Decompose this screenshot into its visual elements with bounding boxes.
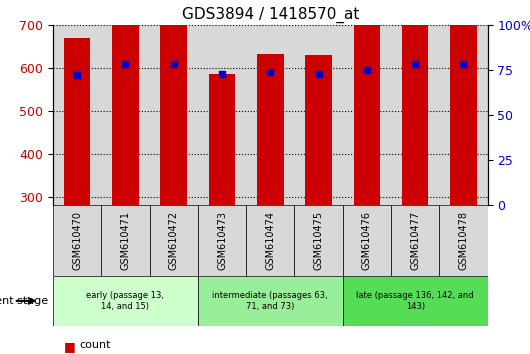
Bar: [246, 25, 295, 205]
Text: late (passage 136, 142, and
143): late (passage 136, 142, and 143): [356, 291, 474, 310]
Point: [170, 62, 178, 67]
Text: count: count: [80, 340, 111, 350]
Bar: [161, 0, 187, 205]
Point: [459, 62, 467, 67]
Text: ■: ■: [64, 340, 75, 353]
Text: GSM610477: GSM610477: [410, 211, 420, 270]
Text: GSM610474: GSM610474: [266, 211, 275, 270]
Bar: [198, 276, 343, 326]
Bar: [112, 0, 139, 205]
Bar: [343, 276, 488, 326]
Bar: [439, 205, 488, 276]
Bar: [391, 25, 439, 205]
Bar: [209, 74, 235, 205]
Bar: [450, 0, 477, 205]
Bar: [305, 55, 332, 205]
Bar: [53, 276, 198, 326]
Point: [266, 69, 275, 75]
Bar: [198, 205, 246, 276]
Bar: [295, 205, 343, 276]
Bar: [402, 0, 428, 205]
Bar: [149, 205, 198, 276]
Bar: [246, 205, 295, 276]
Point: [363, 67, 371, 73]
Point: [73, 73, 82, 78]
Bar: [439, 25, 488, 205]
Bar: [53, 205, 101, 276]
Point: [314, 71, 323, 76]
Text: GSM610476: GSM610476: [362, 211, 372, 270]
Text: GSM610473: GSM610473: [217, 211, 227, 270]
Bar: [354, 12, 380, 205]
Bar: [198, 25, 246, 205]
Bar: [64, 38, 91, 205]
Text: GSM610470: GSM610470: [72, 211, 82, 270]
Text: GSM610471: GSM610471: [120, 211, 130, 270]
Bar: [101, 25, 149, 205]
Bar: [343, 205, 391, 276]
Text: intermediate (passages 63,
71, and 73): intermediate (passages 63, 71, and 73): [213, 291, 328, 310]
Bar: [391, 205, 439, 276]
Bar: [343, 25, 391, 205]
Bar: [257, 54, 284, 205]
Bar: [53, 25, 101, 205]
Point: [121, 62, 130, 67]
Text: early (passage 13,
14, and 15): early (passage 13, 14, and 15): [86, 291, 164, 310]
Text: GSM610475: GSM610475: [314, 211, 324, 270]
Text: development stage: development stage: [0, 296, 48, 306]
Point: [411, 62, 419, 67]
Bar: [295, 25, 343, 205]
Point: [218, 71, 226, 76]
Bar: [149, 25, 198, 205]
Bar: [101, 205, 149, 276]
Text: GSM610478: GSM610478: [458, 211, 469, 270]
Text: GSM610472: GSM610472: [169, 211, 179, 270]
Title: GDS3894 / 1418570_at: GDS3894 / 1418570_at: [182, 7, 359, 23]
